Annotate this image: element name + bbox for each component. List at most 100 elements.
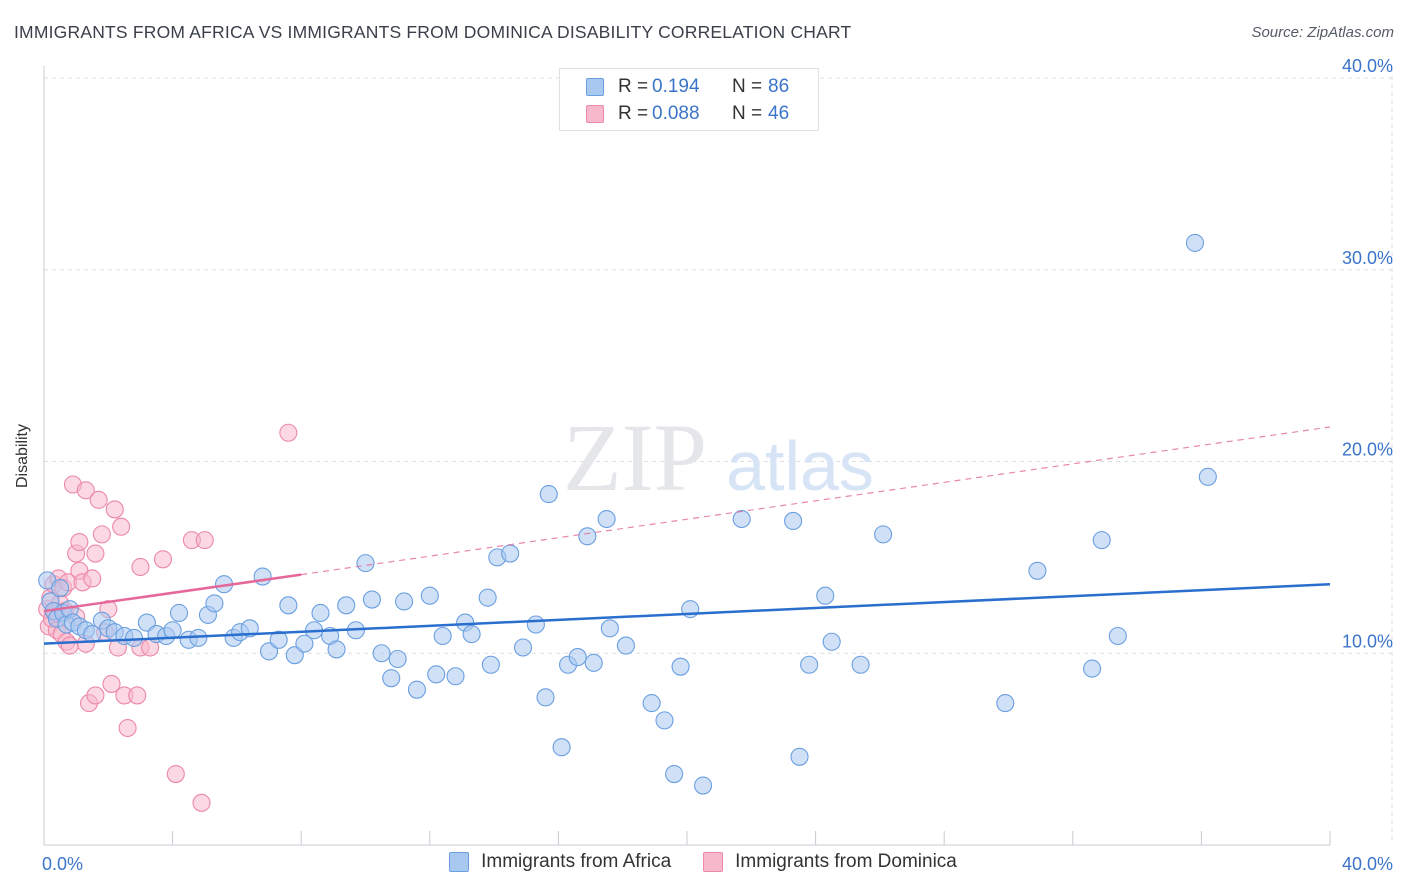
dominica-point (118, 718, 137, 738)
africa-point (597, 509, 616, 529)
africa-point (240, 619, 259, 638)
dominica-point (86, 544, 105, 563)
africa-point (578, 527, 597, 546)
dominica-point (131, 557, 150, 577)
series-legend: Immigrants from Africa Immigrants from D… (0, 851, 1406, 873)
africa-point (395, 592, 414, 611)
africa-point (822, 632, 841, 651)
africa-point (446, 667, 465, 686)
n-value: 86 (768, 76, 790, 97)
africa-point (427, 665, 446, 684)
legend-item-africa[interactable]: Immigrants from Africa (449, 851, 671, 873)
africa-legend-swatch (449, 852, 470, 872)
africa-point (732, 509, 751, 529)
africa-point (51, 579, 70, 598)
legend-label-africa: Immigrants from Africa (481, 851, 672, 872)
africa-point (1083, 659, 1102, 678)
stats-legend-row-dominica: R = 0.088 N = 46 (586, 102, 789, 126)
africa-point (655, 711, 674, 730)
axes (43, 66, 1331, 846)
africa-point (362, 590, 381, 609)
y-tick-label: 10.0% (1342, 631, 1393, 651)
dominica-swatch (586, 105, 604, 123)
dominica-point (86, 686, 105, 705)
dominica-point (60, 636, 79, 655)
africa-point (552, 738, 571, 757)
watermark-zip: ZIP (563, 404, 707, 511)
y-tick-label: 30.0% (1342, 248, 1393, 268)
dominica-point (70, 532, 89, 552)
africa-point (279, 596, 298, 615)
dominica-point (76, 481, 95, 500)
africa-point (600, 619, 619, 638)
africa-point (1028, 561, 1047, 580)
africa-point (1198, 467, 1217, 486)
watermark: ZIP atlas (563, 404, 874, 511)
africa-point (462, 625, 481, 644)
africa-point (539, 485, 558, 504)
dominica-legend-swatch (703, 852, 724, 872)
africa-point (295, 634, 314, 653)
africa-point (311, 603, 330, 623)
africa-point (568, 648, 587, 667)
dominica-point (279, 423, 298, 442)
africa-point (784, 511, 803, 530)
africa-point (616, 636, 635, 655)
africa-point (501, 544, 520, 563)
africa-point (269, 630, 288, 649)
source-credit: Source: ZipAtlas.com (1251, 24, 1394, 41)
africa-point (433, 626, 452, 646)
africa-point (337, 596, 356, 615)
africa-point (874, 525, 893, 544)
africa-point (124, 628, 144, 647)
africa-swatch (586, 78, 604, 96)
dominica-point (92, 525, 111, 544)
africa-point (996, 694, 1015, 713)
africa-point (478, 588, 497, 607)
africa-point (851, 655, 870, 674)
chart-title: IMMIGRANTS FROM AFRICA VS IMMIGRANTS FRO… (14, 22, 852, 42)
dominica-point (105, 500, 124, 519)
r-label: R = (618, 103, 649, 124)
africa-point (526, 615, 545, 634)
africa-point (816, 586, 835, 605)
africa-point (671, 657, 690, 676)
africa-point (513, 638, 533, 657)
dominica-point (153, 550, 173, 569)
africa-point (584, 653, 603, 672)
r-label: R = (618, 76, 649, 97)
africa-point (1092, 531, 1111, 550)
africa-point (205, 594, 224, 613)
n-label: N = (732, 76, 763, 97)
x-tick-label: 40.0% (1342, 854, 1393, 874)
r-value: 0.194 (652, 76, 700, 97)
x-tick-label: 0.0% (42, 854, 83, 874)
africa-point (1108, 626, 1127, 646)
legend-item-dominica[interactable]: Immigrants from Dominica (703, 851, 957, 873)
trend-lines (43, 426, 1331, 645)
y-tick-label: 20.0% (1342, 440, 1393, 460)
africa-point (253, 567, 272, 586)
tick-labels: 10.0% 20.0% 30.0% 40.0% 0.0% 40.0% (42, 56, 1393, 874)
dominica-point (83, 569, 102, 588)
africa-point (382, 669, 401, 688)
dominica-point (192, 793, 211, 812)
africa-trend-line (43, 582, 1331, 645)
n-label: N = (732, 103, 763, 124)
africa-point (536, 688, 555, 707)
africa-point (790, 747, 809, 766)
africa-point (372, 644, 391, 663)
dominica-trend-line (43, 573, 302, 613)
africa-point (420, 586, 439, 605)
africa-point (694, 776, 713, 795)
africa-point (169, 603, 189, 623)
dominica-point (128, 686, 147, 705)
dominica-point (195, 531, 214, 550)
africa-points (38, 233, 1217, 795)
africa-point (800, 655, 819, 674)
dominica-point (89, 490, 108, 509)
africa-point (356, 554, 375, 573)
legend-label-dominica: Immigrants from Dominica (735, 851, 957, 872)
dominica-point (112, 517, 131, 536)
